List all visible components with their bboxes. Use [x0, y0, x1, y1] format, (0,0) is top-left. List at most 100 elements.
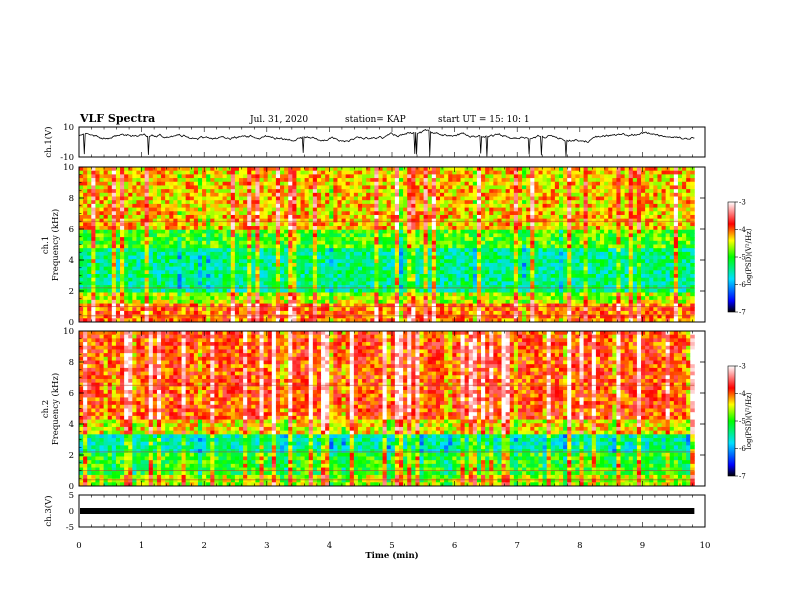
spectrogram-cell	[181, 170, 187, 175]
spectrogram-cell	[321, 222, 326, 227]
spectrogram-cell	[505, 174, 511, 179]
spectrogram-cell	[173, 285, 178, 290]
spectrogram-cell	[263, 214, 269, 220]
spectrogram-cell	[550, 174, 556, 179]
spectrogram-cell	[251, 226, 256, 231]
spectrogram-cell	[148, 218, 154, 223]
spectrogram-cell	[243, 218, 248, 223]
spectrogram-cell	[460, 229, 466, 234]
spectrogram-cell	[595, 178, 601, 183]
spectrogram-cell	[645, 222, 650, 227]
spectrogram-cell	[472, 211, 478, 216]
spectrogram-cell	[411, 285, 416, 290]
spectrogram-cell	[120, 288, 125, 293]
spectrogram-cell	[472, 181, 478, 186]
spectrogram-cell	[501, 222, 507, 227]
spectrogram-cell	[329, 255, 334, 260]
spectrogram-cell	[394, 274, 400, 279]
spectrogram-cell	[665, 192, 671, 197]
spectrogram-cell	[464, 214, 470, 220]
spectrogram-cell	[263, 178, 269, 183]
ch1-waveform-trace	[79, 128, 695, 157]
spectrogram-cell	[665, 259, 671, 264]
spectrogram-cell	[427, 266, 433, 271]
spectrogram-cell	[542, 214, 548, 220]
spectrogram-cell	[534, 255, 539, 260]
spectrogram-cell	[452, 203, 457, 208]
spectrogram-cell	[79, 181, 84, 186]
spectrogram-cell	[152, 174, 158, 179]
spectrogram-cell	[403, 222, 408, 227]
spectrogram-cell	[161, 229, 166, 234]
spectrogram-cell	[353, 266, 359, 271]
spectrogram-cell	[222, 214, 228, 220]
spectrogram-cell	[325, 218, 330, 223]
spectrogram-cell	[193, 259, 199, 264]
spectrogram-cell	[115, 229, 121, 234]
spectrogram-cell	[493, 218, 498, 223]
spectrogram-cell	[419, 192, 424, 197]
spectrogram-cell	[554, 214, 560, 220]
spectrogram-cell	[558, 244, 564, 249]
spectrogram-cell	[247, 277, 252, 282]
spectrogram-cell	[214, 244, 219, 249]
spectrogram-cell	[165, 200, 170, 205]
spectrogram-cell	[460, 222, 466, 227]
spectrogram-cell	[398, 237, 404, 242]
spectrogram-cell	[534, 281, 539, 286]
spectrogram-cell	[481, 277, 486, 282]
spectrogram-cell	[263, 262, 269, 268]
spectrogram-cell	[103, 211, 109, 216]
spectrogram-cell	[649, 240, 654, 245]
spectrogram-cell	[173, 211, 178, 216]
spectrogram-cell	[234, 178, 240, 183]
spectrogram-cell	[280, 277, 285, 282]
spectrogram-cell	[505, 262, 511, 268]
spectrogram-cell	[431, 196, 437, 201]
spectrogram-cell	[161, 274, 166, 279]
spectrogram-cell	[353, 277, 359, 282]
spectrogram-cell	[251, 277, 256, 282]
spectrogram-cell	[275, 285, 281, 290]
spectrogram-cell	[136, 244, 141, 249]
spectrogram-cell	[366, 244, 371, 249]
spectrogram-cell	[148, 262, 154, 268]
spectrogram-cell	[144, 244, 150, 249]
spectrogram-cell	[115, 244, 121, 249]
spectrogram-cell	[493, 200, 498, 205]
spectrogram-cell	[661, 185, 667, 190]
spectrogram-cell	[690, 192, 695, 197]
spectrogram-cell	[357, 259, 363, 264]
spectrogram-cell	[259, 251, 265, 256]
spectrogram-cell	[292, 192, 297, 197]
spectrogram-cell	[83, 255, 88, 260]
spectrogram-cell	[87, 281, 92, 286]
spectrogram-cell	[641, 170, 646, 175]
spectrogram-cell	[669, 185, 675, 190]
spectrogram-cell	[95, 285, 100, 290]
spectrogram-cell	[501, 196, 507, 201]
spectrogram-cell	[79, 218, 84, 223]
figure-title: VLF Spectra	[79, 112, 155, 125]
spectrogram-cell	[579, 192, 584, 197]
spectrogram-cell	[558, 233, 564, 238]
spectrogram-cell	[600, 262, 605, 268]
spectrogram-cell	[156, 248, 162, 253]
spectrogram-cell	[218, 237, 223, 242]
spectrogram-cell	[374, 218, 379, 223]
spectrogram-cell	[534, 174, 539, 179]
spectrogram-cell	[673, 200, 679, 205]
spectrogram-cell	[288, 192, 293, 197]
spectrogram-cell	[513, 178, 519, 183]
spectrogram-cell	[263, 207, 269, 212]
spectrogram-cell	[345, 189, 351, 194]
spectrogram-cell	[238, 218, 244, 223]
spectrogram-cell	[505, 270, 511, 275]
spectrogram-cell	[497, 196, 502, 201]
spectrogram-cell	[259, 233, 265, 238]
spectrogram-cell	[304, 274, 310, 279]
spectrogram-cell	[152, 170, 158, 175]
spectrogram-cell	[165, 266, 170, 271]
spectrogram-cell	[620, 218, 626, 223]
spectrogram-cell	[103, 266, 109, 271]
